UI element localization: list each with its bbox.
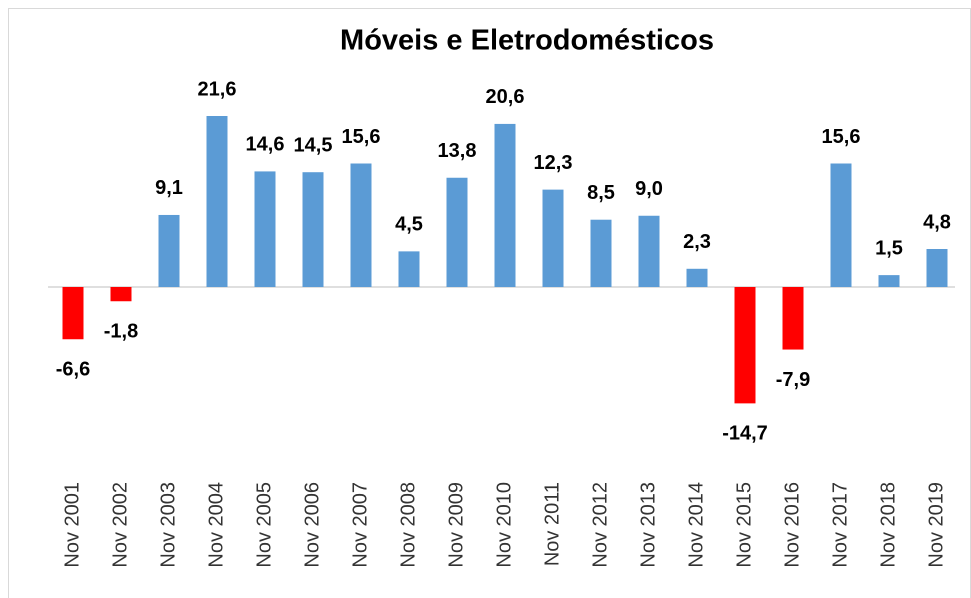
data-label: 13,8 — [438, 140, 477, 162]
x-tick-label: Nov 2018 — [877, 482, 899, 568]
bar — [686, 268, 708, 287]
bar — [110, 287, 132, 302]
chart-title: Móveis e Eletrodomésticos — [340, 25, 714, 57]
data-label: -14,7 — [722, 423, 768, 445]
x-tick-label: Nov 2019 — [925, 482, 947, 568]
x-tick-label: Nov 2005 — [253, 482, 275, 568]
x-tick-label: Nov 2013 — [637, 482, 659, 568]
x-tick-label: Nov 2014 — [685, 482, 707, 568]
x-tick-label: Nov 2012 — [589, 482, 611, 568]
bar — [638, 215, 660, 287]
bar — [542, 189, 564, 287]
data-label: 4,8 — [923, 211, 951, 233]
x-tick-label: Nov 2001 — [61, 482, 83, 568]
data-label: 15,6 — [342, 126, 381, 148]
bar — [254, 171, 276, 287]
data-label: -1,8 — [104, 321, 138, 343]
bar — [782, 287, 804, 350]
bar — [494, 123, 516, 288]
x-tick-label: Nov 2009 — [445, 482, 467, 568]
bar — [158, 214, 180, 287]
data-label: 8,5 — [587, 182, 615, 204]
data-label: 21,6 — [198, 78, 237, 100]
x-tick-label: Nov 2008 — [397, 482, 419, 568]
bar — [830, 163, 852, 287]
data-label: 20,6 — [486, 86, 525, 108]
chart-frame — [8, 8, 971, 598]
bar — [446, 177, 468, 287]
bar — [926, 249, 948, 287]
bar — [878, 275, 900, 287]
bar — [302, 172, 324, 287]
x-tick-label: Nov 2006 — [301, 482, 323, 568]
data-label: 4,5 — [395, 214, 423, 236]
x-tick-label: Nov 2015 — [733, 482, 755, 568]
x-tick-label: Nov 2010 — [493, 482, 515, 568]
bar — [398, 251, 420, 287]
x-tick-label: Nov 2016 — [781, 482, 803, 568]
data-label: 2,3 — [683, 231, 711, 253]
data-label: 14,6 — [246, 134, 285, 156]
data-label: 1,5 — [875, 237, 903, 259]
data-label: -7,9 — [776, 369, 810, 391]
bar — [590, 219, 612, 287]
data-label: 12,3 — [534, 152, 573, 174]
data-label: 15,6 — [822, 126, 861, 148]
x-tick-label: Nov 2003 — [157, 482, 179, 568]
data-label: 14,5 — [294, 134, 333, 156]
data-label: 9,0 — [635, 178, 663, 200]
data-label: 9,1 — [155, 177, 183, 199]
x-tick-label: Nov 2004 — [205, 482, 227, 568]
bar — [62, 287, 84, 340]
x-tick-label: Nov 2007 — [349, 482, 371, 568]
x-tick-label: Nov 2017 — [829, 482, 851, 568]
bar — [734, 287, 756, 404]
data-label: -6,6 — [56, 359, 90, 381]
x-tick-label: Nov 2002 — [109, 482, 131, 568]
bar — [206, 116, 228, 287]
x-tick-label: Nov 2011 — [541, 482, 563, 566]
bar — [350, 163, 372, 287]
